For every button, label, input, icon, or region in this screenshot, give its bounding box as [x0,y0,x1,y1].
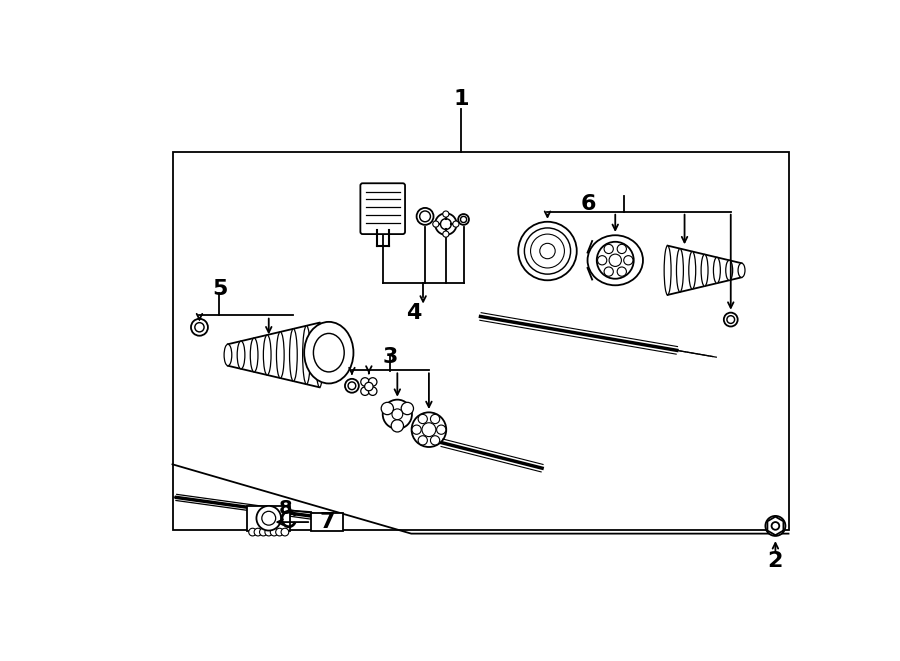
Ellipse shape [701,254,708,286]
Ellipse shape [302,326,310,384]
Circle shape [270,528,278,536]
Circle shape [275,528,284,536]
Ellipse shape [264,335,271,375]
Circle shape [392,409,402,420]
Ellipse shape [382,400,412,429]
Ellipse shape [316,323,323,387]
Ellipse shape [313,333,344,372]
Ellipse shape [677,249,683,292]
Ellipse shape [276,332,284,378]
Circle shape [724,313,738,327]
Circle shape [348,382,356,389]
Circle shape [443,231,449,237]
Circle shape [525,228,571,274]
Ellipse shape [238,341,245,369]
Circle shape [430,414,440,424]
Circle shape [771,522,779,529]
Circle shape [401,403,413,414]
Circle shape [604,245,613,254]
Text: 5: 5 [212,279,227,299]
Text: 8: 8 [279,498,292,518]
Ellipse shape [738,263,745,278]
Ellipse shape [304,322,354,383]
Circle shape [418,436,427,445]
Circle shape [412,425,421,434]
Circle shape [368,387,377,395]
Bar [311,513,344,531]
Circle shape [624,256,633,265]
Circle shape [617,267,626,276]
Circle shape [345,379,359,393]
Text: 2: 2 [768,551,783,570]
Circle shape [248,528,256,536]
Circle shape [453,221,459,227]
Circle shape [194,323,204,332]
Circle shape [361,387,369,395]
Circle shape [368,377,377,386]
Circle shape [604,267,613,276]
Circle shape [461,216,466,223]
Circle shape [361,377,369,386]
Ellipse shape [290,329,297,381]
Text: 4: 4 [406,303,421,323]
Ellipse shape [224,344,232,366]
Circle shape [430,436,440,445]
FancyBboxPatch shape [360,183,405,234]
Circle shape [530,234,564,268]
Circle shape [609,254,621,266]
Circle shape [598,256,607,265]
Ellipse shape [588,235,643,286]
Circle shape [382,403,393,414]
Circle shape [433,221,439,227]
Circle shape [254,528,262,536]
Circle shape [440,219,451,229]
Circle shape [256,506,281,531]
Text: 3: 3 [382,346,398,366]
Circle shape [281,528,289,536]
Ellipse shape [664,246,671,295]
Circle shape [422,423,436,437]
Ellipse shape [688,251,696,289]
Bar [248,506,291,531]
Circle shape [436,425,446,434]
Bar [173,153,788,529]
Text: 1: 1 [454,89,469,109]
Circle shape [765,516,786,536]
Circle shape [518,222,577,280]
Circle shape [419,211,430,222]
Circle shape [262,512,275,525]
Text: 7: 7 [320,512,335,532]
Circle shape [540,243,555,258]
Circle shape [364,382,373,391]
Circle shape [458,214,469,225]
Circle shape [418,414,427,424]
Circle shape [259,528,267,536]
Ellipse shape [250,338,258,372]
Ellipse shape [714,257,720,283]
Circle shape [191,319,208,336]
Circle shape [435,214,456,235]
Circle shape [417,208,434,225]
Circle shape [265,528,273,536]
Circle shape [443,211,449,217]
Circle shape [392,420,403,432]
Ellipse shape [725,260,733,280]
Circle shape [727,316,734,323]
Ellipse shape [411,412,446,447]
Text: 6: 6 [580,194,596,214]
Circle shape [617,245,626,254]
